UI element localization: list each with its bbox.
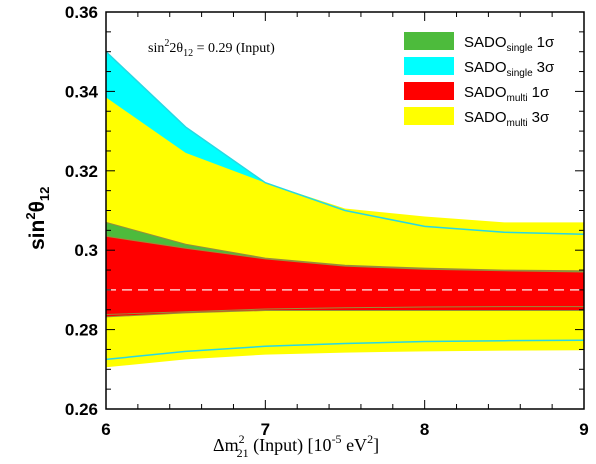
y-tick-label: 0.28 [65, 321, 98, 340]
legend-swatch-single3 [404, 57, 454, 75]
legend-label-single3: SADOsingle 3σ [464, 59, 555, 79]
bands [106, 51, 584, 368]
legend-label-multi1: SADOmulti 1σ [464, 84, 550, 104]
legend-swatch-multi3 [404, 107, 454, 125]
legend-label-single1: SADOsingle 1σ [464, 34, 555, 54]
x-axis-label: Δm2 21 (Input) [10-5 eV2] [213, 432, 379, 460]
edge-single3-lower [105, 339, 585, 361]
legend-swatch-multi1 [404, 82, 454, 100]
y-tick-label: 0.26 [65, 400, 98, 419]
edge-single1-upper [105, 221, 585, 272]
ticks [105, 11, 585, 410]
legend-label-multi3: SADOmulti 3σ [464, 109, 550, 129]
edge-multi1-upper [105, 235, 585, 273]
edge-single1-lower [105, 306, 584, 315]
x-tick-label: 7 [261, 420, 270, 439]
x-tick-label: 6 [101, 420, 110, 439]
band-edges [105, 51, 585, 361]
x-tick-label: 8 [420, 420, 429, 439]
x-tick-label: 9 [579, 420, 588, 439]
y-tick-label: 0.3 [74, 241, 98, 260]
annotation: sin22θ12 = 0.29 (Input) [148, 38, 275, 59]
legend-swatch-single1 [404, 32, 454, 50]
band-multi1 [106, 236, 584, 317]
edge-multi1-lower [105, 310, 584, 318]
y-tick-label: 0.34 [65, 82, 99, 101]
edge-single3-upper [105, 51, 585, 236]
tick-labels: 0.26 0.28 0.3 0.32 0.34 0.36 6 7 8 9 [65, 3, 589, 439]
y-tick-label: 0.32 [65, 162, 98, 181]
y-tick-label: 0.36 [65, 3, 98, 22]
legend: SADOsingle 1σ SADOsingle 3σ SADOmulti 1σ SADOm… [404, 32, 555, 129]
y-axis-label: sin2θ12 [23, 187, 52, 250]
